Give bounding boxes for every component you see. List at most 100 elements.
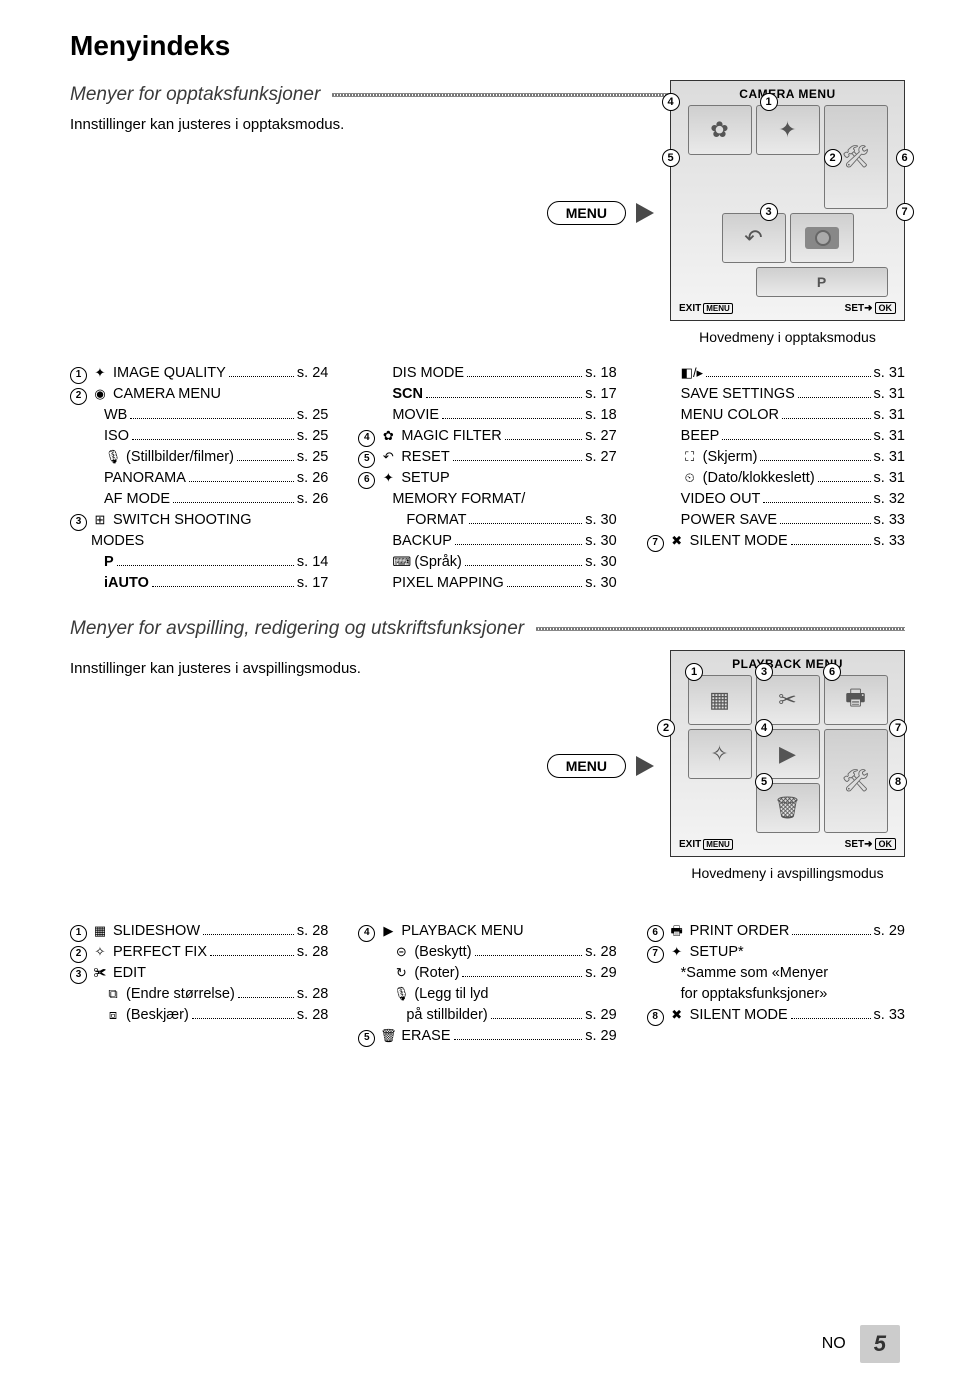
index-row: 7✖SILENT MODEs. 33 bbox=[647, 531, 905, 552]
index-row: ↻(Roter)s. 29 bbox=[358, 963, 616, 984]
index-row: 3✀EDIT bbox=[70, 963, 328, 984]
footer-page-number: 5 bbox=[860, 1325, 900, 1363]
playback-menu-title: PLAYBACK MENU bbox=[679, 657, 896, 671]
row-number: 3 bbox=[70, 514, 87, 531]
row-icon: ⏲ bbox=[681, 469, 699, 488]
row-page: s. 28 bbox=[297, 921, 328, 942]
index-row: ⌨(Språk)s. 30 bbox=[358, 552, 616, 573]
row-dots bbox=[426, 397, 582, 398]
row-page: s. 28 bbox=[297, 984, 328, 1005]
index-row: 6✦SETUP bbox=[358, 468, 616, 489]
row-label: PIXEL MAPPING bbox=[392, 573, 503, 594]
arrow-icon bbox=[636, 203, 654, 223]
index-row: 🎙(Legg til lyd bbox=[358, 984, 616, 1005]
row-number: 7 bbox=[647, 946, 664, 963]
row-page: s. 28 bbox=[297, 1005, 328, 1026]
row-icon: ✦ bbox=[379, 469, 397, 488]
index-row: 2◉CAMERA MENU bbox=[70, 384, 328, 405]
callout-1: 1 bbox=[760, 93, 778, 111]
index-row: MODES bbox=[70, 531, 328, 552]
row-page: s. 30 bbox=[585, 510, 616, 531]
row-page: s. 18 bbox=[585, 405, 616, 426]
section1-columns: 1✦IMAGE QUALITYs. 242◉CAMERA MENUWBs. 25… bbox=[70, 363, 905, 594]
row-label: SLIDESHOW bbox=[113, 921, 200, 942]
index-row: 6🖶PRINT ORDERs. 29 bbox=[647, 921, 905, 942]
row-label: BEEP bbox=[681, 426, 720, 447]
callout-2: 2 bbox=[824, 149, 842, 167]
pb-set-label: SET➜OK bbox=[845, 839, 896, 850]
row-page: s. 18 bbox=[585, 363, 616, 384]
index-row: PANORAMAs. 26 bbox=[70, 468, 328, 489]
row-page: s. 31 bbox=[874, 384, 905, 405]
row-label: VIDEO OUT bbox=[681, 489, 761, 510]
row-page: s. 31 bbox=[874, 447, 905, 468]
playback-caption: Hovedmeny i avspillingsmodus bbox=[691, 865, 883, 881]
row-number: 1 bbox=[70, 925, 87, 942]
row-number: 2 bbox=[70, 388, 87, 405]
section2-col1: 1▦SLIDESHOWs. 282✧PERFECT FIXs. 283✀EDIT… bbox=[70, 921, 328, 1047]
row-dots bbox=[453, 460, 583, 461]
row-dots bbox=[238, 997, 294, 998]
row-label: (Språk) bbox=[414, 552, 462, 573]
pb-cell-tools: 🛠 bbox=[824, 729, 888, 833]
row-number: 8 bbox=[647, 1009, 664, 1026]
row-page: s. 30 bbox=[585, 552, 616, 573]
row-page: s. 25 bbox=[297, 405, 328, 426]
row-dots bbox=[782, 418, 871, 419]
section2-col2: 4▶PLAYBACK MENU⊝(Beskytt)s. 28↻(Roter)s.… bbox=[358, 921, 616, 1047]
pb-exit-label: EXITMENU bbox=[679, 839, 733, 850]
index-row: *Samme som «Menyer bbox=[647, 963, 905, 984]
section2-heading-text: Menyer for avspilling, redigering og uts… bbox=[70, 618, 524, 640]
pb-callout-7: 7 bbox=[889, 719, 907, 737]
row-icon: 🗑 bbox=[379, 1027, 397, 1046]
section2: Menyer for avspilling, redigering og uts… bbox=[70, 618, 905, 1047]
row-dots bbox=[130, 418, 294, 419]
section1-heading-text: Menyer for opptaksfunksjoner bbox=[70, 84, 320, 106]
row-page: s. 31 bbox=[874, 426, 905, 447]
row-label: PLAYBACK MENU bbox=[401, 921, 523, 942]
section2-col3: 6🖶PRINT ORDERs. 297✦SETUP**Samme som «Me… bbox=[647, 921, 905, 1047]
index-row: MOVIEs. 18 bbox=[358, 405, 616, 426]
row-number: 2 bbox=[70, 946, 87, 963]
index-row: POWER SAVEs. 33 bbox=[647, 510, 905, 531]
row-page: s. 30 bbox=[585, 573, 616, 594]
index-row: 🎙(Stillbilder/filmer)s. 25 bbox=[70, 447, 328, 468]
index-row: ⧉(Endre størrelse)s. 28 bbox=[70, 984, 328, 1005]
index-row: 4▶PLAYBACK MENU bbox=[358, 921, 616, 942]
menu-button[interactable]: MENU bbox=[547, 201, 626, 225]
pb-cell-slideshow: ▦ bbox=[688, 675, 752, 725]
menu-button-2[interactable]: MENU bbox=[547, 754, 626, 778]
row-label: SAVE SETTINGS bbox=[681, 384, 795, 405]
row-icon: ⧈ bbox=[104, 1006, 122, 1025]
arrow-icon-2 bbox=[636, 756, 654, 776]
tools-icon: 🛠 bbox=[842, 144, 870, 170]
row-label: P bbox=[104, 552, 114, 573]
row-dots bbox=[229, 376, 294, 377]
row-label: (Beskjær) bbox=[126, 1005, 189, 1026]
row-dots bbox=[507, 586, 582, 587]
camera-menu-caption: Hovedmeny i opptaksmodus bbox=[699, 329, 876, 345]
row-label: SILENT MODE bbox=[690, 531, 788, 552]
row-dots bbox=[189, 481, 294, 482]
row-label: (Legg til lyd bbox=[414, 984, 488, 1005]
row-dots bbox=[467, 376, 582, 377]
row-number: 7 bbox=[647, 535, 664, 552]
row-dots bbox=[454, 1039, 583, 1040]
row-icon: ✀ bbox=[91, 964, 109, 983]
row-number: 5 bbox=[358, 451, 375, 468]
row-label: PERFECT FIX bbox=[113, 942, 207, 963]
index-row: ◧/▸s. 31 bbox=[647, 363, 905, 384]
row-icon: ▦ bbox=[91, 922, 109, 941]
page-title: Menyindeks bbox=[70, 30, 905, 62]
index-row: for opptaksfunksjoner» bbox=[647, 984, 905, 1005]
row-page: s. 31 bbox=[874, 468, 905, 489]
menu-button-row-2: MENU bbox=[547, 754, 654, 778]
row-label: CAMERA MENU bbox=[113, 384, 221, 405]
section1-col1: 1✦IMAGE QUALITYs. 242◉CAMERA MENUWBs. 25… bbox=[70, 363, 328, 594]
index-row: ⧈(Beskjær) s. 28 bbox=[70, 1005, 328, 1026]
playback-screen-footer: EXITMENU SET➜OK bbox=[679, 839, 896, 850]
row-dots bbox=[505, 439, 582, 440]
row-icon: ↻ bbox=[392, 964, 410, 983]
footer-lang: NO bbox=[822, 1335, 846, 1353]
index-row: BACKUPs. 30 bbox=[358, 531, 616, 552]
